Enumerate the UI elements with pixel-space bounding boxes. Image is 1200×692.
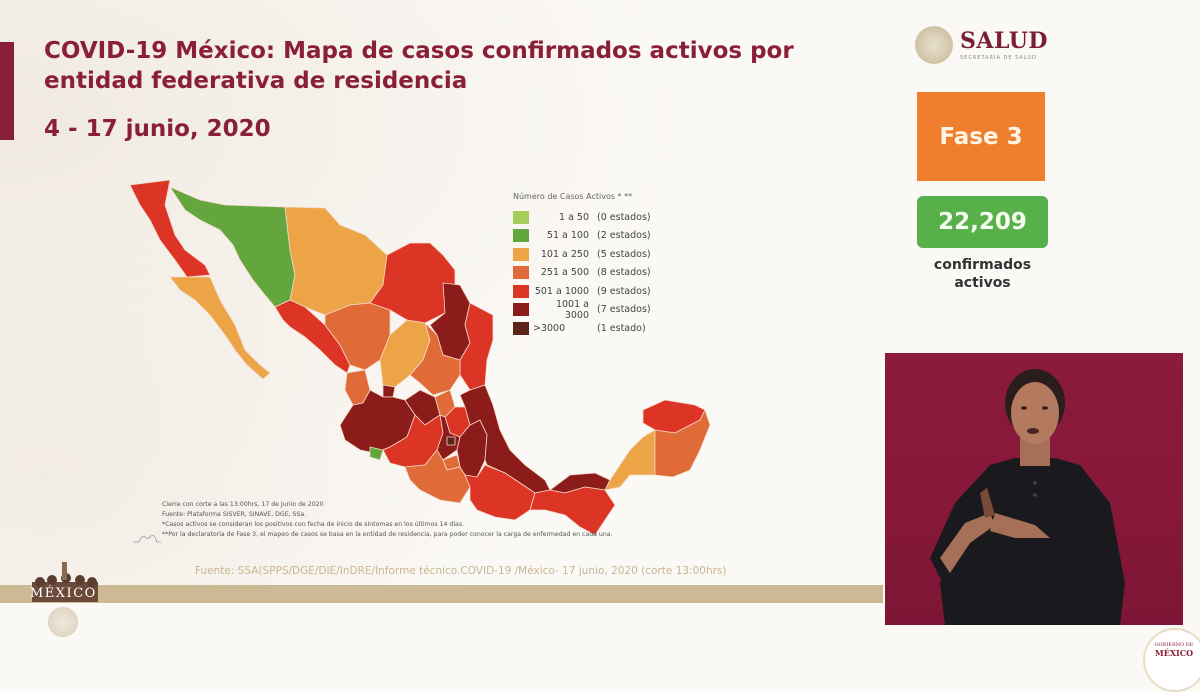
state-aguascalientes: [382, 384, 396, 398]
legend-item: 1001 a 3000 (7 estados): [513, 298, 651, 321]
legend-range: 1001 a 3000: [555, 298, 589, 321]
legend-count: (1 estado): [597, 322, 646, 334]
state-sonora: [168, 186, 296, 308]
legend-item: 501 a 1000 (9 estados): [513, 282, 651, 301]
heroes-emblem-icon: [32, 562, 98, 602]
legend-swatch: [513, 321, 529, 335]
wave-icon: [133, 534, 161, 543]
page-title: COVID-19 México: Mapa de casos confirmad…: [44, 38, 794, 94]
legend-item: >3000 (1 estado): [513, 319, 651, 338]
legend-count: (8 estados): [597, 267, 651, 279]
active-cases-label: confirmados activos: [917, 256, 1048, 292]
state-baja-california: [129, 179, 211, 278]
footer-gold-band: [0, 585, 883, 603]
legend-item: 251 a 500 (8 estados): [513, 264, 651, 283]
note-active-definition: *Casos activos se consideran los positiv…: [162, 521, 465, 528]
mexico-choropleth-map: [125, 175, 725, 545]
gobierno-seal-icon: [1143, 628, 1200, 692]
mexico-wordmark: MÉXICO: [30, 586, 97, 601]
legend-count: (2 estados): [597, 230, 651, 242]
note-cutoff: Cierre con corte a las 13:00hrs, 17 de J…: [162, 501, 324, 508]
legend-swatch: [513, 229, 529, 243]
national-seal-icon: [915, 26, 953, 64]
legend-swatch: [513, 266, 529, 280]
legend-range: 101 a 250: [540, 248, 589, 260]
state-chihuahua: [284, 206, 388, 316]
active-label-line2: activos: [954, 275, 1011, 291]
state-cdmx: [446, 436, 456, 446]
legend-item: 51 a 100 (2 estados): [513, 227, 651, 246]
legend-count: (7 estados): [597, 304, 651, 316]
legend-range: 501 a 1000: [534, 285, 589, 297]
legend-range: >3000: [533, 322, 566, 334]
note-source: Fuente: Plataforma SISVER, SINAVE, DGE, …: [162, 511, 307, 518]
legend-item: 1 a 50 (0 estados): [513, 208, 651, 227]
note-phase3: **Por la declaratoria de Fase 3, el mape…: [162, 531, 613, 538]
legend-item: 101 a 250 (5 estados): [513, 245, 651, 264]
salud-subtitle: SECRETARÍA DE SALUD: [960, 54, 1037, 61]
state-chiapas: [529, 486, 616, 536]
legend-range: 251 a 500: [540, 267, 589, 279]
legend-count: (0 estados): [597, 211, 651, 223]
sign-language-interpreter-video: [885, 353, 1183, 625]
interpreter-figure: [930, 369, 1125, 625]
state-baja-california-sur: [169, 276, 271, 380]
state-san-luis-potosi: [409, 322, 461, 396]
legend-count: (5 estados): [597, 248, 651, 260]
active-cases-count: 22,209: [917, 196, 1048, 248]
title-accent-bar: [0, 42, 14, 140]
gobierno-line2: MÉXICO: [1154, 648, 1194, 658]
map-notes: Cierre con corte a las 13:00hrs, 17 de J…: [162, 500, 613, 540]
legend-swatch: [513, 247, 529, 261]
legend-swatch: [513, 210, 529, 224]
phase-badge: Fase 3: [917, 92, 1045, 181]
map-legend: Número de Casos Activos * ** 1 a 50 (0 e…: [513, 192, 651, 338]
legend-title: Número de Casos Activos * **: [513, 192, 633, 201]
national-seal-icon: [48, 607, 78, 637]
source-footer: Fuente: SSA(SPPS/DGE/DIE/InDRE/Informe t…: [195, 565, 727, 577]
active-label-line1: confirmados: [933, 257, 1032, 273]
salud-name: SALUD: [960, 27, 1048, 54]
legend-range: 1 a 50: [559, 211, 589, 223]
gobierno-wordmark: GOBIERNO DE MÉXICO: [1150, 642, 1198, 658]
state-campeche: [604, 429, 656, 491]
state-quintana-roo: [654, 408, 711, 478]
legend-range: 51 a 100: [546, 230, 589, 242]
date-range: 4 - 17 junio, 2020: [44, 116, 271, 142]
legend-swatch: [513, 303, 529, 317]
legend-swatch: [513, 284, 529, 298]
legend-count: (9 estados): [597, 285, 651, 297]
salud-logo: SALUD SECRETARÍA DE SALUD: [915, 26, 1048, 64]
gobierno-line1: GOBIERNO DE: [1154, 642, 1194, 648]
state-colima: [369, 446, 384, 461]
